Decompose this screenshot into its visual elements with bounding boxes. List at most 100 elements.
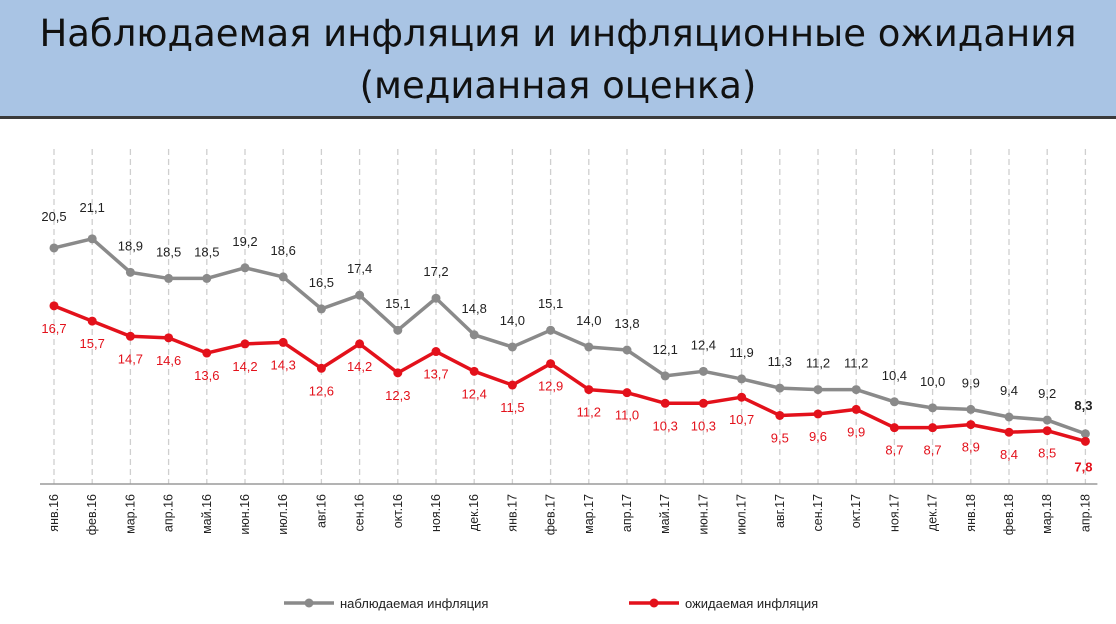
expected-point xyxy=(469,366,479,376)
expected-point xyxy=(278,337,288,347)
observed-data-label: 11,2 xyxy=(844,356,868,371)
expected-data-label: 12,6 xyxy=(309,383,334,398)
observed-point xyxy=(966,404,976,414)
observed-data-label: 16,5 xyxy=(309,275,334,290)
observed-data-label: 17,2 xyxy=(423,264,448,279)
expected-data-label: 13,6 xyxy=(194,368,219,383)
x-tick-label: дек.17 xyxy=(926,494,940,531)
x-tick-label: янв.18 xyxy=(964,494,978,532)
observed-data-label: 14,0 xyxy=(576,313,601,328)
x-tick-label: авг.16 xyxy=(314,494,328,528)
observed-point xyxy=(240,263,250,273)
expected-data-label: 14,2 xyxy=(232,359,257,374)
expected-point xyxy=(1080,436,1090,446)
expected-data-label: 10,3 xyxy=(691,418,716,433)
expected-data-label: 11,5 xyxy=(500,400,524,415)
x-tick-label: авг.17 xyxy=(773,494,787,528)
expected-point xyxy=(698,398,708,408)
expected-data-label: 12,9 xyxy=(538,379,563,394)
observed-point xyxy=(889,397,899,407)
expected-data-label: 12,4 xyxy=(462,386,487,401)
expected-point xyxy=(584,385,594,395)
expected-point xyxy=(49,301,59,311)
expected-data-label: 13,7 xyxy=(423,367,448,382)
x-tick-label: дек.16 xyxy=(467,494,481,531)
expected-point xyxy=(737,392,747,402)
title-line-1: Наблюдаемая инфляция и инфляционные ожид… xyxy=(39,12,1077,55)
x-tick-label: окт.17 xyxy=(849,494,863,528)
x-tick-label: апр.16 xyxy=(162,494,176,532)
expected-data-label: 8,7 xyxy=(885,443,903,458)
observed-data-label: 15,1 xyxy=(385,296,410,311)
expected-point xyxy=(355,339,365,349)
chart-title: Наблюдаемая инфляция и инфляционные ожид… xyxy=(0,0,1116,112)
observed-data-label: 18,9 xyxy=(118,238,143,253)
x-tick-label: мар.17 xyxy=(582,494,596,534)
observed-point xyxy=(698,366,708,376)
observed-data-label: 18,5 xyxy=(156,244,181,259)
observed-data-label: 11,2 xyxy=(806,356,830,371)
observed-data-label: 13,8 xyxy=(614,316,639,331)
expected-data-label: 9,5 xyxy=(771,430,789,445)
x-tick-label: апр.18 xyxy=(1078,494,1092,532)
legend-expected-marker xyxy=(649,598,659,608)
expected-point xyxy=(928,423,938,433)
observed-point xyxy=(622,345,632,355)
observed-data-label: 11,9 xyxy=(729,345,753,360)
expected-data-label: 8,4 xyxy=(1000,447,1018,462)
observed-point xyxy=(737,374,747,384)
expected-point xyxy=(393,368,403,378)
observed-data-label: 14,0 xyxy=(500,313,525,328)
x-tick-label: мар.16 xyxy=(123,494,137,534)
expected-point xyxy=(431,347,441,357)
x-tick-label: апр.17 xyxy=(620,494,634,532)
observed-data-label: 10,4 xyxy=(882,368,907,383)
observed-point xyxy=(355,290,365,300)
expected-data-label: 14,7 xyxy=(118,351,143,366)
expected-point xyxy=(813,409,823,419)
observed-data-label: 20,5 xyxy=(41,209,66,224)
observed-point xyxy=(1042,415,1052,425)
expected-point xyxy=(87,316,97,326)
expected-data-label: 12,3 xyxy=(385,388,410,403)
expected-data-label: 8,7 xyxy=(924,443,942,458)
expected-point xyxy=(660,398,670,408)
observed-point xyxy=(278,272,288,282)
expected-point xyxy=(851,404,861,414)
expected-point xyxy=(546,359,556,369)
observed-point xyxy=(316,304,326,314)
observed-point xyxy=(1080,429,1090,439)
x-tick-label: июн.16 xyxy=(238,494,252,535)
observed-point xyxy=(202,273,212,283)
expected-data-label: 11,2 xyxy=(577,405,601,420)
expected-point xyxy=(889,423,899,433)
expected-data-label: 14,2 xyxy=(347,359,372,374)
observed-data-label: 12,1 xyxy=(653,342,678,357)
expected-point xyxy=(164,333,174,343)
observed-data-label: 10,0 xyxy=(920,374,945,389)
x-tick-label: янв.17 xyxy=(505,494,519,532)
observed-point xyxy=(546,325,556,335)
x-tick-label: фев.16 xyxy=(85,494,99,535)
x-tick-label: янв.16 xyxy=(47,494,61,532)
x-tick-label: фев.18 xyxy=(1002,494,1016,535)
observed-data-label: 21,1 xyxy=(80,200,105,215)
observed-point xyxy=(928,403,938,413)
observed-point xyxy=(851,385,861,395)
expected-data-label: 9,6 xyxy=(809,429,827,444)
expected-data-label: 7,8 xyxy=(1074,459,1092,474)
expected-point xyxy=(622,388,632,398)
expected-point xyxy=(966,420,976,430)
line-chart: янв.16 фев.16 мар.16 апр.16 май.16 июн.16 июл.… xyxy=(40,149,1098,611)
observed-point xyxy=(87,234,97,244)
observed-point xyxy=(431,293,441,303)
x-tick-label: май.16 xyxy=(200,494,214,534)
observed-point xyxy=(393,325,403,335)
observed-data-label: 8,3 xyxy=(1074,398,1092,413)
x-tick-label: сен.16 xyxy=(353,494,367,532)
observed-point xyxy=(507,342,517,352)
legend-observed-label: наблюдаемая инфляция xyxy=(340,596,488,611)
expected-data-label: 10,7 xyxy=(729,412,754,427)
observed-data-label: 15,1 xyxy=(538,296,563,311)
observed-point xyxy=(660,371,670,381)
